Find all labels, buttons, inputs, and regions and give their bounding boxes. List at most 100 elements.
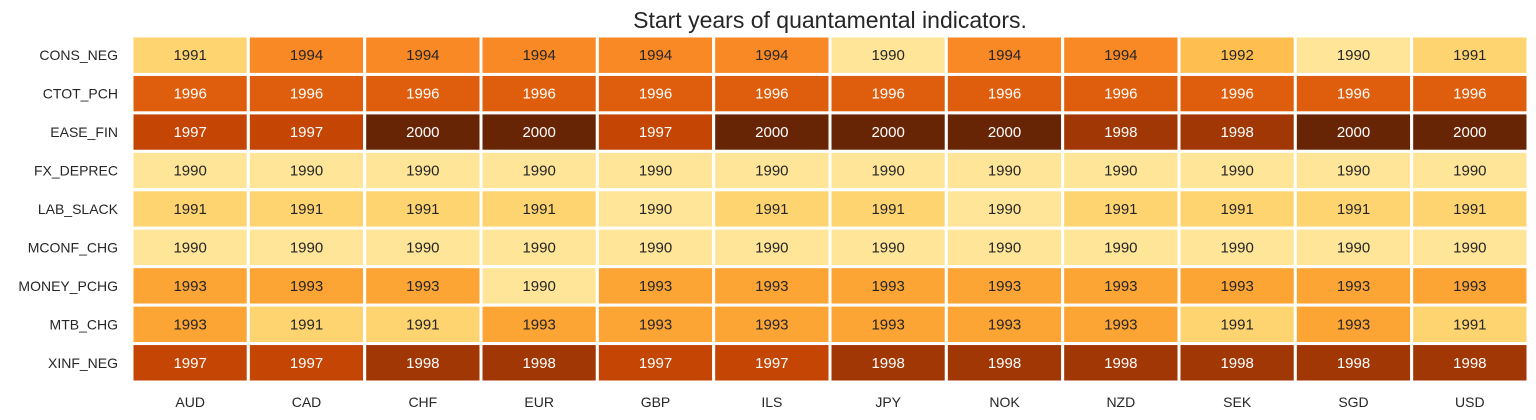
cell-value-label: 1990 xyxy=(1220,163,1253,180)
cell-value-label: 1991 xyxy=(1453,47,1486,64)
cell-value-label: 1993 xyxy=(755,278,788,295)
cell-value-label: 1997 xyxy=(755,355,788,372)
cell-value-label: 1997 xyxy=(173,355,206,372)
cell-value-label: 1990 xyxy=(871,239,904,256)
heatmap-cell-fx-deprec-usd xyxy=(1410,149,1530,192)
cell-value-label: 1990 xyxy=(1337,239,1370,256)
heatmap-cell-xinf-neg-aud xyxy=(130,342,250,384)
cell-value-label: 1991 xyxy=(406,201,439,218)
heatmap-cell-mtb-chg-eur xyxy=(479,303,599,346)
column-label-chf: CHF xyxy=(408,394,437,410)
cell-value-label: 1998 xyxy=(1104,124,1137,141)
heatmap-cell-ctot-pch-eur xyxy=(479,72,599,115)
heatmap-cell-mconf-chg-nzd xyxy=(1061,226,1181,269)
cell-value-label: 1994 xyxy=(406,47,439,64)
heatmap-cell-xinf-neg-cad xyxy=(246,342,367,384)
heatmap-cell-lab-slack-chf xyxy=(363,188,483,230)
column-labels: AUD CAD CHF EUR GBP ILS JPY NOK NZD SEK SGD USD xyxy=(175,394,1484,410)
heatmap-cell-cons-neg-sek xyxy=(1177,34,1297,76)
heatmap-cell-xinf-neg-nzd xyxy=(1061,342,1181,384)
column-label-sek: SEK xyxy=(1223,394,1252,410)
cell-value-label: 1990 xyxy=(988,163,1021,180)
cell-value-label: 1993 xyxy=(406,278,439,295)
cell-value-label: 1990 xyxy=(1337,47,1370,64)
heatmap-cell-mtb-chg-usd xyxy=(1410,303,1530,346)
cell-value-label: 1997 xyxy=(290,355,323,372)
cell-value-label: 1994 xyxy=(988,47,1021,64)
cell-value-label: 1996 xyxy=(1337,86,1370,103)
column-label-eur: EUR xyxy=(524,394,554,410)
cell-value-label: 2000 xyxy=(522,124,555,141)
heatmap-cell-ease-fin-chf xyxy=(363,111,483,153)
row-label-mtb-chg: MTB_CHG xyxy=(50,316,118,332)
cell-value-label: 1990 xyxy=(988,201,1021,218)
cell-value-label: 1993 xyxy=(522,316,555,333)
cell-value-label: 1996 xyxy=(639,86,672,103)
cell-value-label: 1996 xyxy=(522,86,555,103)
cell-value-label: 1993 xyxy=(988,316,1021,333)
cell-value-label: 1990 xyxy=(290,163,323,180)
cell-value-label: 1991 xyxy=(406,316,439,333)
cell-value-label: 1991 xyxy=(173,47,206,64)
cell-value-label: 1997 xyxy=(173,124,206,141)
heatmap-cell-money-pchg-gbp xyxy=(595,265,716,307)
cell-value-label: 1993 xyxy=(871,316,904,333)
cell-value-label: 1991 xyxy=(1337,201,1370,218)
heatmap-cell-mtb-chg-jpy xyxy=(828,303,948,346)
cell-value-label: 1998 xyxy=(1104,355,1137,372)
cell-value-label: 2000 xyxy=(1337,124,1370,141)
chart-title: Start years of quantamental indicators. xyxy=(633,7,1027,33)
heatmap-cell-mconf-chg-jpy xyxy=(828,226,948,269)
heatmap-cell-fx-deprec-sek xyxy=(1177,149,1297,192)
cell-value-label: 1994 xyxy=(522,47,555,64)
heatmap-cell-mconf-chg-ils xyxy=(712,226,832,269)
cell-value-label: 1996 xyxy=(290,86,323,103)
heatmap-cell-money-pchg-cad xyxy=(246,265,367,307)
heatmap-cell-money-pchg-nzd xyxy=(1061,265,1181,307)
row-label-money-pchg: MONEY_PCHG xyxy=(18,278,118,294)
cell-value-label: 1996 xyxy=(1453,86,1486,103)
cell-value-label: 1993 xyxy=(871,278,904,295)
cell-value-label: 1996 xyxy=(1104,86,1137,103)
cell-value-label: 1997 xyxy=(639,355,672,372)
cell-value-label: 1998 xyxy=(988,355,1021,372)
cell-value-label: 1998 xyxy=(1220,355,1253,372)
cell-value-label: 1991 xyxy=(1453,201,1486,218)
cell-value-label: 1990 xyxy=(755,163,788,180)
heatmap-cell-xinf-neg-nok xyxy=(944,342,1065,384)
heatmap-cell-mconf-chg-usd xyxy=(1410,226,1530,269)
heatmap-cell-lab-slack-cad xyxy=(246,188,367,230)
row-label-mconf-chg: MCONF_CHG xyxy=(28,239,118,255)
cell-value-label: 1994 xyxy=(755,47,788,64)
cell-value-label: 1993 xyxy=(173,316,206,333)
column-label-jpy: JPY xyxy=(875,394,901,410)
heatmap-cell-xinf-neg-sgd xyxy=(1293,342,1414,384)
cell-value-label: 1998 xyxy=(1337,355,1370,372)
column-label-usd: USD xyxy=(1455,394,1485,410)
heatmap-cell-ease-fin-jpy xyxy=(828,111,948,153)
heatmap-cells: 1991 1994 1994 1994 1994 1994 1990 1994 1994 1992… xyxy=(130,34,1530,384)
cell-value-label: 1991 xyxy=(290,201,323,218)
cell-value-label: 1993 xyxy=(1337,316,1370,333)
cell-value-label: 1990 xyxy=(173,163,206,180)
column-label-nok: NOK xyxy=(989,394,1020,410)
heatmap-cell-money-pchg-jpy xyxy=(828,265,948,307)
row-label-lab-slack: LAB_SLACK xyxy=(38,201,119,217)
cell-value-label: 1993 xyxy=(1104,278,1137,295)
cell-value-label: 1990 xyxy=(522,278,555,295)
cell-value-label: 2000 xyxy=(988,124,1021,141)
row-label-cons-neg: CONS_NEG xyxy=(39,47,118,63)
cell-value-label: 1990 xyxy=(639,239,672,256)
column-label-nzd: NZD xyxy=(1106,394,1135,410)
heatmap-cell-ease-fin-usd xyxy=(1410,111,1530,153)
heatmap-cell-lab-slack-nok xyxy=(944,188,1065,230)
cell-value-label: 2000 xyxy=(1453,124,1486,141)
cell-value-label: 1993 xyxy=(639,316,672,333)
cell-value-label: 1990 xyxy=(755,239,788,256)
cell-value-label: 1996 xyxy=(871,86,904,103)
cell-value-label: 1998 xyxy=(1453,355,1486,372)
cell-value-label: 1990 xyxy=(871,47,904,64)
cell-value-label: 1993 xyxy=(173,278,206,295)
cell-value-label: 1991 xyxy=(1220,316,1253,333)
cell-value-label: 1990 xyxy=(988,239,1021,256)
